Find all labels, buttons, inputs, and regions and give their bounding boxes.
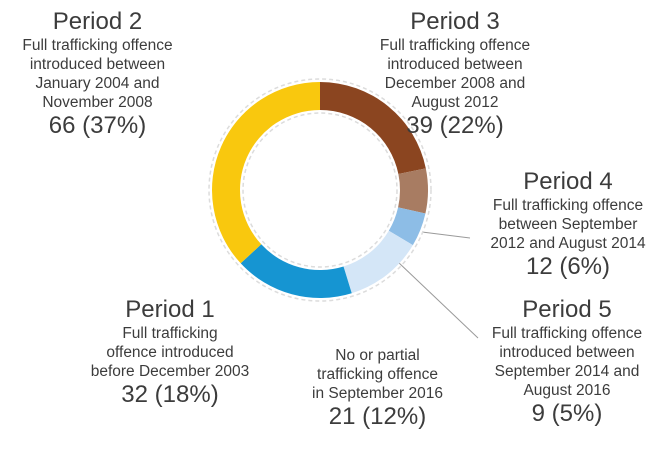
slice-value: 21 (12%) [328,403,427,430]
outer-rim [208,78,432,302]
slice-label-period-1: Period 1 Full trafficking offence introd… [57,296,283,409]
slice-label-no-or-partial: No or partial trafficking offence in Sep… [290,346,465,431]
donut-slice-5 [211,82,320,264]
slice-description: Full trafficking offence introduced betw… [22,37,173,111]
slice-label-period-3: Period 3 Full trafficking offence introd… [330,8,580,140]
slice-label-period-2: Period 2 Full trafficking offence introd… [0,8,195,140]
slice-description: Full trafficking offence introduced betw… [379,37,531,111]
inner-rim [242,112,398,268]
slice-title: Period 4 [523,168,613,195]
slice-value: 39 (22%) [406,112,504,139]
slice-title: Period 2 [52,8,143,35]
slice-description: Full trafficking offence introduced betw… [491,325,643,399]
slice-value: 12 (6%) [525,253,611,280]
slice-label-period-4: Period 4 Full trafficking offence betwee… [465,168,671,281]
donut-slice-0 [320,82,426,174]
slice-description: Full trafficking offence introduced befo… [90,325,250,380]
slice-label-period-5: Period 5 Full trafficking offence introd… [464,296,670,428]
slice-title: Period 5 [522,296,612,323]
leader-period-5 [397,261,479,339]
leader-period-4 [421,231,471,239]
leader-lines [397,231,479,339]
slice-title: Period 3 [410,8,500,35]
slice-title: Period 1 [125,296,215,323]
slice-value: 9 (5%) [531,400,603,427]
donut-slice-2 [388,207,426,246]
donut-slice-4 [240,244,352,298]
donut-slice-1 [398,168,428,214]
slice-value: 32 (18%) [121,381,219,408]
slice-value: 66 (37%) [48,112,147,139]
slice-description: No or partial trafficking offence in Sep… [312,347,443,402]
donut-slice-3 [343,230,413,294]
donut-slices [208,78,432,302]
slice-description: Full trafficking offence between Septemb… [490,197,646,252]
